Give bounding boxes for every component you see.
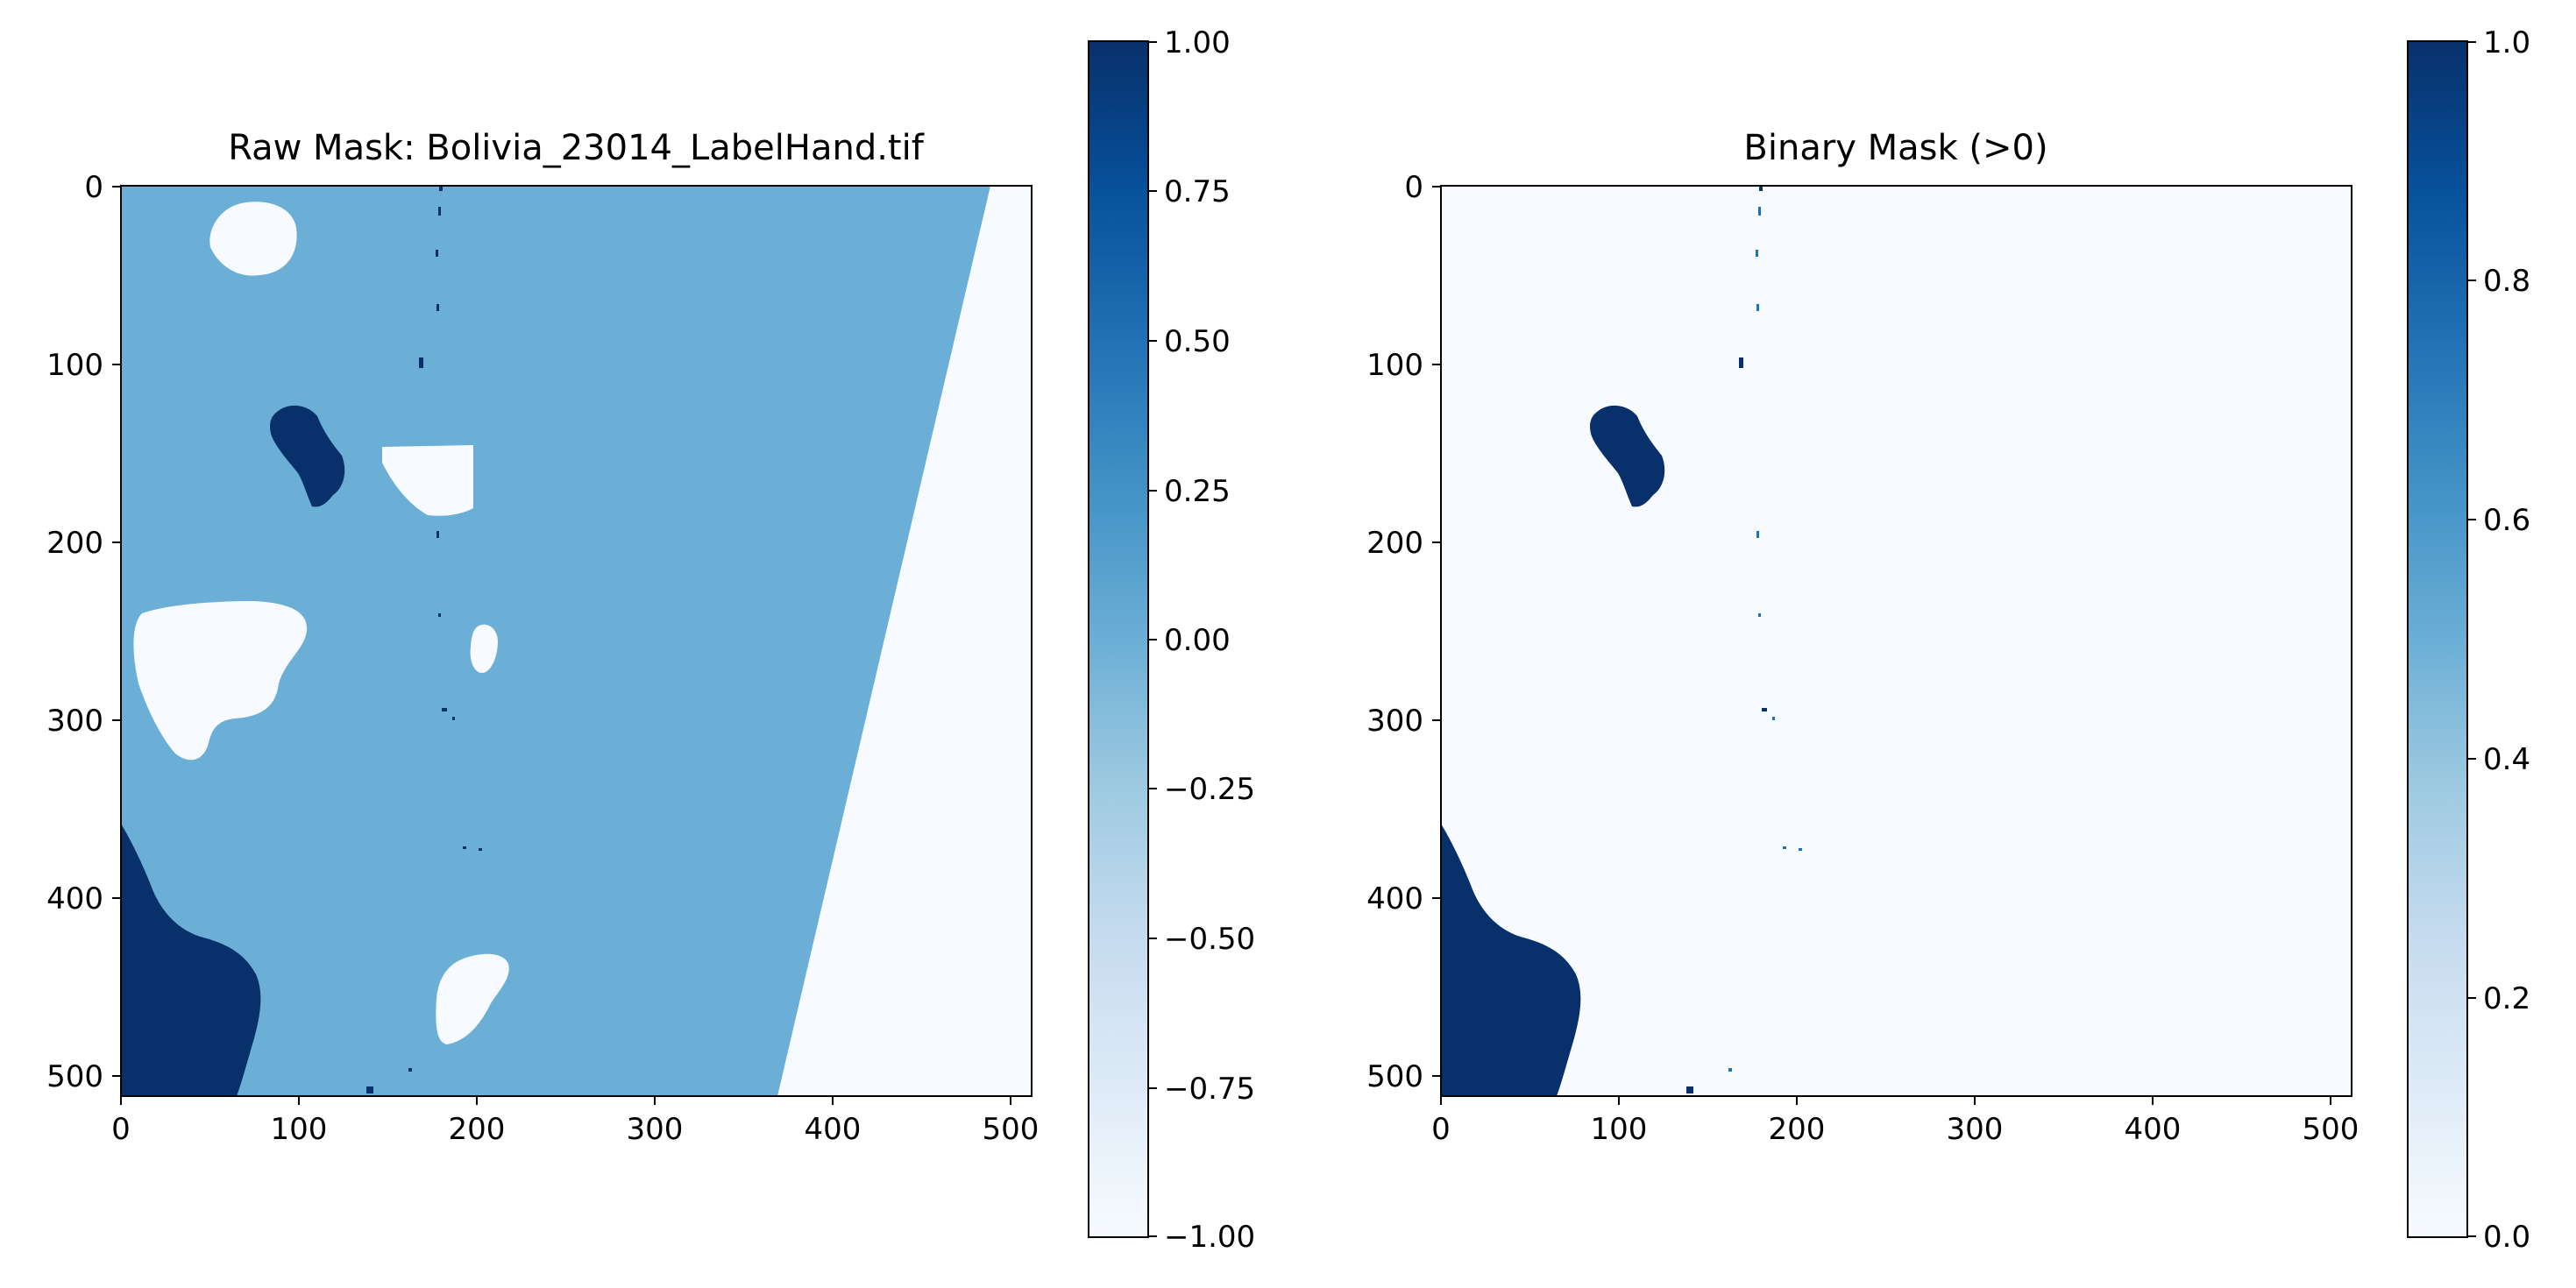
colorbar-tick-label: 0.0 (2483, 1220, 2530, 1255)
y-tick-label: 0 (1404, 170, 1423, 205)
raw-mask-speck (436, 304, 439, 311)
raw-mask-speck (436, 250, 438, 257)
binary-mask-speck (1783, 846, 1786, 849)
binary-mask-speck (1759, 186, 1763, 191)
colorbar-tick-label: 0.4 (2483, 742, 2530, 777)
binary-mask-speck (1739, 357, 1743, 368)
binary-mask-panel: Binary Mask (>0) 0 (1366, 128, 2359, 1147)
binary-mask-speck (1756, 250, 1758, 257)
y-tick-label: 100 (46, 348, 103, 383)
binary-mask-water-corner (1441, 824, 1581, 1096)
raw-mask-water-corner (121, 824, 261, 1096)
raw-mask-speck (438, 207, 441, 216)
binary-mask-speck (1728, 1068, 1732, 1072)
raw-mask-speck (366, 1086, 373, 1093)
binary-mask-y-axis: 0 100 200 300 400 500 (1366, 170, 1441, 1094)
x-tick-label: 0 (1431, 1112, 1451, 1147)
binary-mask-speck (1756, 304, 1759, 311)
raw-mask-colorbar-gradient (1088, 40, 1149, 1238)
x-tick-label: 100 (271, 1112, 328, 1147)
y-tick-label: 300 (46, 704, 103, 739)
x-tick-label: 400 (805, 1112, 862, 1147)
raw-mask-speck (463, 846, 466, 849)
colorbar-tick-label: 0.00 (1164, 623, 1231, 658)
raw-mask-water-patch (270, 405, 345, 507)
y-tick-label: 0 (84, 170, 103, 205)
x-tick-label: 400 (2125, 1112, 2182, 1147)
raw-mask-speck (408, 1068, 412, 1072)
colorbar-tick-label: −0.75 (1164, 1072, 1255, 1107)
binary-mask-title: Binary Mask (>0) (1743, 128, 2047, 168)
colorbar-tick-label: −0.50 (1164, 922, 1255, 957)
colorbar-tick-label: 0.50 (1164, 324, 1231, 359)
raw-mask-speck (419, 357, 423, 368)
colorbar-tick-label: 0.6 (2483, 503, 2530, 538)
y-tick-label: 400 (1366, 881, 1423, 916)
x-tick-label: 500 (983, 1112, 1040, 1147)
x-tick-label: 100 (1591, 1112, 1648, 1147)
raw-mask-island-3 (133, 601, 308, 761)
x-tick-label: 300 (1947, 1112, 2004, 1147)
binary-mask-speck (1686, 1086, 1693, 1093)
y-tick-label: 100 (1366, 348, 1423, 383)
colorbar-tick-label: −0.25 (1164, 772, 1255, 807)
raw-mask-nodata-wedge (777, 186, 1032, 1096)
x-tick-label: 500 (2303, 1112, 2360, 1147)
colorbar-tick-label: −1.00 (1164, 1220, 1255, 1255)
raw-mask-speck (436, 531, 439, 538)
raw-mask-island-5 (436, 953, 509, 1044)
binary-mask-colorbar-gradient (2407, 40, 2468, 1238)
binary-mask-water-patch (1590, 405, 1665, 507)
y-tick-label: 300 (1366, 704, 1423, 739)
y-tick-label: 200 (46, 526, 103, 561)
colorbar-tick-label: 1.00 (1164, 25, 1231, 60)
y-tick-label: 500 (46, 1059, 103, 1094)
raw-mask-panel: Raw Mask: Bolivia_23014_LabelHand.tif (46, 128, 1039, 1147)
binary-mask-speck (1756, 531, 1759, 538)
raw-mask-speck (438, 613, 441, 617)
colorbar-tick-label: 0.25 (1164, 474, 1231, 509)
binary-mask-speck (1758, 207, 1761, 216)
raw-mask-title: Raw Mask: Bolivia_23014_LabelHand.tif (228, 128, 925, 168)
raw-mask-y-axis: 0 100 200 300 400 500 (46, 170, 121, 1094)
raw-mask-x-axis: 0 100 200 300 400 500 (111, 1096, 1039, 1147)
raw-mask-colorbar: 1.00 0.75 0.50 0.25 0.00 −0.25 −0.50 −0.… (1088, 25, 1255, 1255)
raw-mask-speck (442, 708, 447, 711)
raw-mask-island-1 (209, 202, 297, 276)
raw-mask-frame (120, 185, 1033, 1097)
colorbar-tick-label: 0.75 (1164, 174, 1231, 209)
raw-mask-speck (439, 186, 443, 191)
raw-mask-speck (452, 717, 455, 720)
x-tick-label: 200 (449, 1112, 506, 1147)
binary-mask-frame (1440, 185, 2352, 1097)
binary-mask-background (1441, 186, 2352, 1096)
x-tick-label: 0 (111, 1112, 131, 1147)
binary-mask-speck (1762, 708, 1767, 711)
colorbar-tick-label: 0.8 (2483, 264, 2530, 299)
raw-mask-image (121, 186, 1032, 1096)
binary-mask-speck (1772, 717, 1775, 720)
binary-mask-image (1441, 186, 2352, 1096)
raw-mask-speck (479, 848, 482, 851)
colorbar-tick-label: 1.0 (2483, 25, 2530, 60)
x-tick-label: 200 (1769, 1112, 1826, 1147)
y-tick-label: 500 (1366, 1059, 1423, 1094)
y-tick-label: 400 (46, 881, 103, 916)
raw-mask-island-2 (382, 445, 473, 516)
binary-mask-x-axis: 0 100 200 300 400 500 (1431, 1096, 2359, 1147)
x-tick-label: 300 (627, 1112, 684, 1147)
binary-mask-colorbar: 1.0 0.8 0.6 0.4 0.2 0.0 (2407, 25, 2530, 1255)
binary-mask-speck (1799, 848, 1802, 851)
raw-mask-island-4 (470, 624, 498, 673)
binary-mask-speck (1758, 613, 1761, 617)
y-tick-label: 200 (1366, 526, 1423, 561)
colorbar-tick-label: 0.2 (2483, 981, 2530, 1016)
